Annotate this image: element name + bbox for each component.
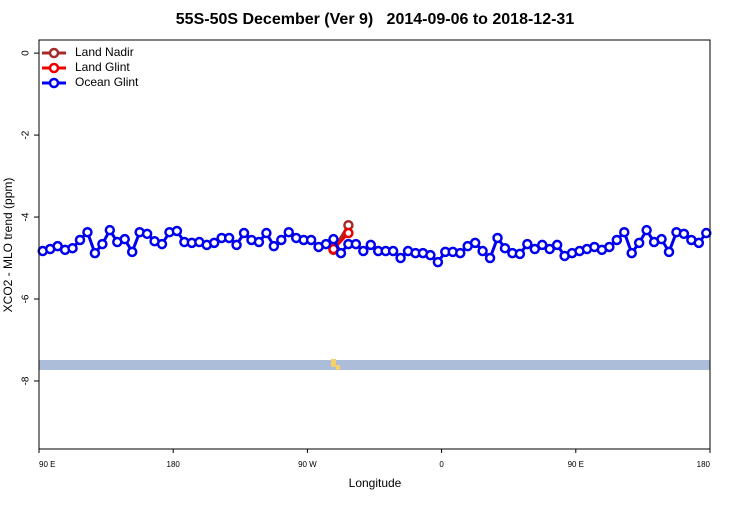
data-point <box>283 226 295 238</box>
plot-area <box>37 219 712 268</box>
data-point <box>119 233 130 245</box>
data-point <box>529 243 541 255</box>
data-point <box>499 242 511 254</box>
x-tick-label: 0 <box>439 460 444 469</box>
data-point <box>544 243 555 255</box>
legend-label: Land Nadir <box>75 45 134 59</box>
data-point <box>551 239 563 251</box>
data-point <box>477 245 488 257</box>
y-tick-label: -6 <box>21 294 32 303</box>
x-tick-label: 180 <box>697 460 711 469</box>
data-point <box>641 224 652 236</box>
data-point <box>678 228 690 240</box>
x-tick-label: 90 W <box>298 460 317 469</box>
data-point <box>611 234 623 246</box>
y-tick-label: 0 <box>21 50 32 56</box>
data-point <box>231 239 242 251</box>
data-point <box>395 252 406 264</box>
data-point <box>425 249 436 261</box>
land-marker <box>331 359 336 367</box>
data-point <box>656 233 667 245</box>
surface-band <box>39 360 710 370</box>
data-point <box>387 245 399 257</box>
data-point <box>604 241 615 253</box>
legend-marker <box>48 62 60 74</box>
data-point <box>492 232 503 244</box>
data-point <box>619 226 630 238</box>
y-axis-label: XCO2 - MLO trend (ppm) <box>1 178 15 313</box>
data-point <box>328 233 339 245</box>
data-point <box>89 247 101 259</box>
data-point <box>514 248 526 260</box>
x-tick-label: 90 E <box>568 460 584 469</box>
data-point <box>67 242 78 254</box>
legend-label: Ocean Glint <box>75 75 139 89</box>
data-point <box>276 234 287 246</box>
data-point <box>253 236 265 248</box>
x-tick-label: 180 <box>167 460 181 469</box>
y-tick-label: -8 <box>21 376 32 385</box>
chart-title: 55S-50S December (Ver 9) 2014-09-06 to 2… <box>176 11 575 28</box>
data-point <box>693 237 705 249</box>
data-point <box>74 234 86 246</box>
data-point <box>343 227 354 239</box>
data-point <box>82 226 93 238</box>
plot-frame <box>38 39 711 450</box>
data-point <box>663 246 675 258</box>
x-tick-label: 90 E <box>39 460 55 469</box>
data-point <box>141 228 153 240</box>
data-point <box>126 246 138 258</box>
data-point <box>261 227 272 239</box>
y-tick-label: -2 <box>21 130 32 139</box>
data-point <box>320 238 332 250</box>
data-point <box>223 232 235 244</box>
legend-marker <box>48 77 60 89</box>
data-point <box>432 256 444 268</box>
data-point <box>208 237 220 249</box>
data-point <box>335 247 347 259</box>
land-marker <box>336 365 340 370</box>
data-point <box>701 227 712 239</box>
data-point <box>104 224 116 236</box>
data-point <box>469 237 481 249</box>
data-point <box>537 239 548 251</box>
data-point <box>522 238 533 250</box>
data-point <box>484 252 496 264</box>
y-tick-label: -4 <box>21 212 32 221</box>
data-point <box>633 237 645 249</box>
data-point <box>268 240 280 252</box>
data-point <box>626 247 637 259</box>
data-point <box>238 227 250 239</box>
data-point <box>97 238 108 250</box>
data-point <box>350 238 362 250</box>
data-point <box>305 234 317 246</box>
legend-marker <box>48 47 60 59</box>
x-axis-label: Longitude <box>349 476 402 490</box>
legend-label: Land Glint <box>75 60 130 74</box>
data-point <box>365 239 377 251</box>
data-point <box>358 245 369 257</box>
data-point <box>454 247 466 259</box>
data-point <box>156 238 168 250</box>
data-point <box>171 225 183 237</box>
